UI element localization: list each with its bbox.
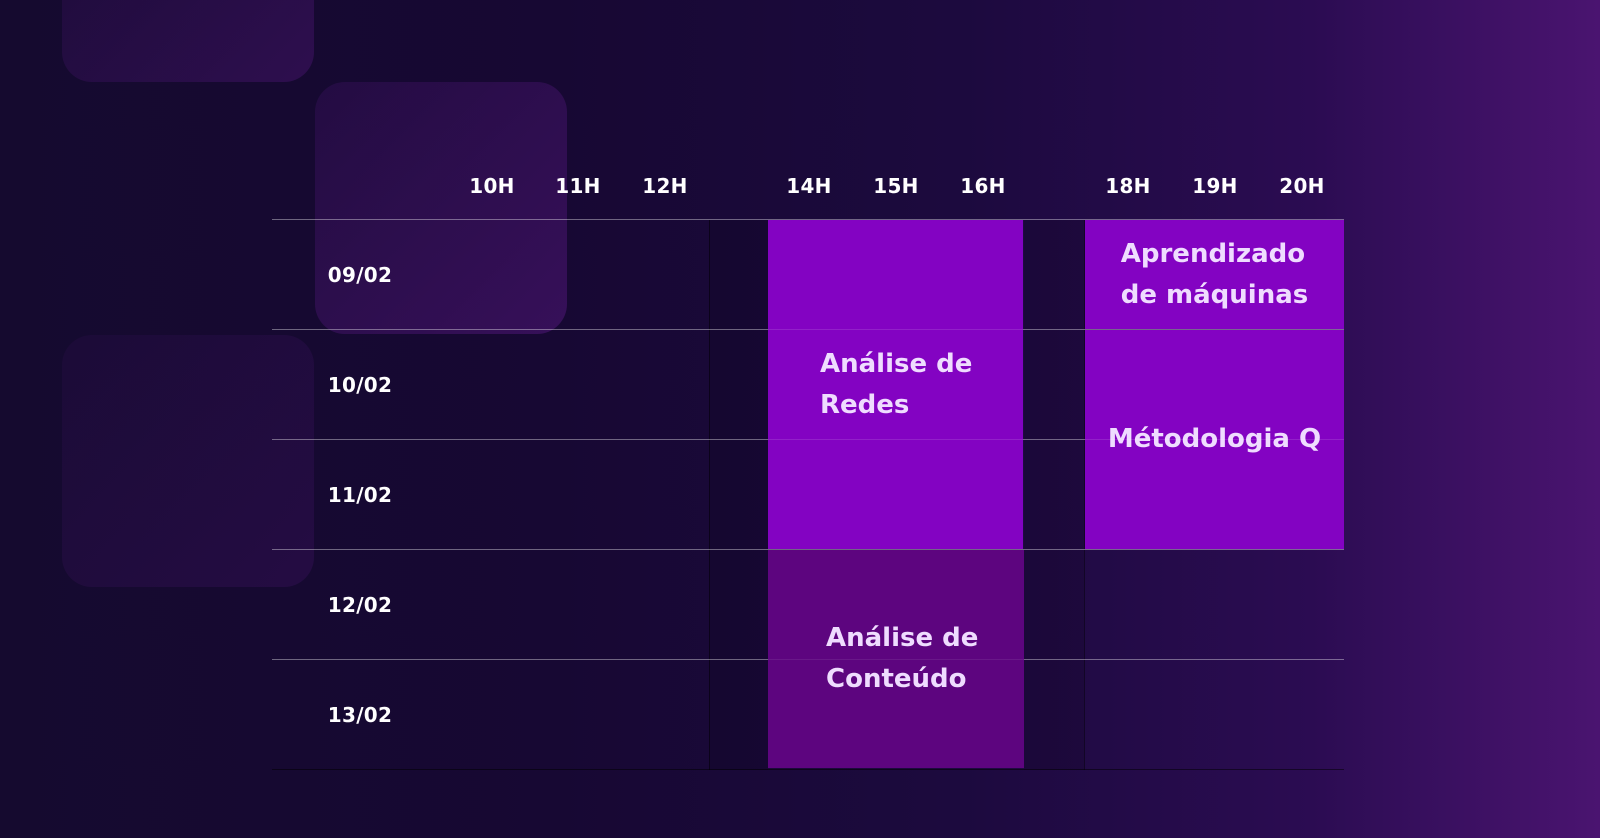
time-column-label: 10H (469, 174, 515, 198)
time-column-label: 15H (873, 174, 919, 198)
session-analise-de-conteudo[interactable]: Análise de Conteúdo (768, 550, 1024, 768)
row-divider (272, 219, 1344, 220)
time-column-label: 20H (1279, 174, 1325, 198)
decorative-square-left (62, 335, 314, 587)
column-separator (1084, 220, 1085, 770)
column-separator (709, 220, 710, 770)
date-label: 09/02 (327, 263, 393, 287)
session-aprendizado-de-maquinas[interactable]: Aprendizado de máquinas (1085, 220, 1344, 329)
block-row-divider (1085, 439, 1344, 440)
row-divider (272, 549, 1344, 550)
time-column-label: 19H (1192, 174, 1238, 198)
block-row-divider (768, 439, 1023, 440)
time-column-label: 12H (642, 174, 688, 198)
block-row-divider (768, 329, 1023, 330)
session-analise-de-redes[interactable]: Análise de Redes (768, 220, 1023, 549)
break-column (1024, 220, 1084, 770)
date-label: 12/02 (327, 593, 393, 617)
break-column (709, 220, 768, 770)
time-column-label: 11H (555, 174, 601, 198)
time-column-label: 18H (1105, 174, 1151, 198)
block-row-divider (768, 659, 1024, 660)
date-label: 11/02 (327, 483, 393, 507)
session-title: Análise de Conteúdo (826, 623, 979, 694)
decorative-square-top (62, 0, 314, 82)
date-label: 13/02 (327, 703, 393, 727)
date-label: 10/02 (327, 373, 393, 397)
session-title: Métodologia Q (1107, 424, 1322, 454)
session-title: Análise de Redes (820, 348, 973, 420)
time-column-label: 16H (960, 174, 1006, 198)
time-column-label: 14H (786, 174, 832, 198)
row-divider (272, 769, 1344, 770)
session-title: Aprendizado de máquinas (1120, 238, 1309, 310)
decorative-square-middle (315, 82, 567, 334)
session-metodologia-q[interactable]: Métodologia Q (1085, 330, 1344, 549)
